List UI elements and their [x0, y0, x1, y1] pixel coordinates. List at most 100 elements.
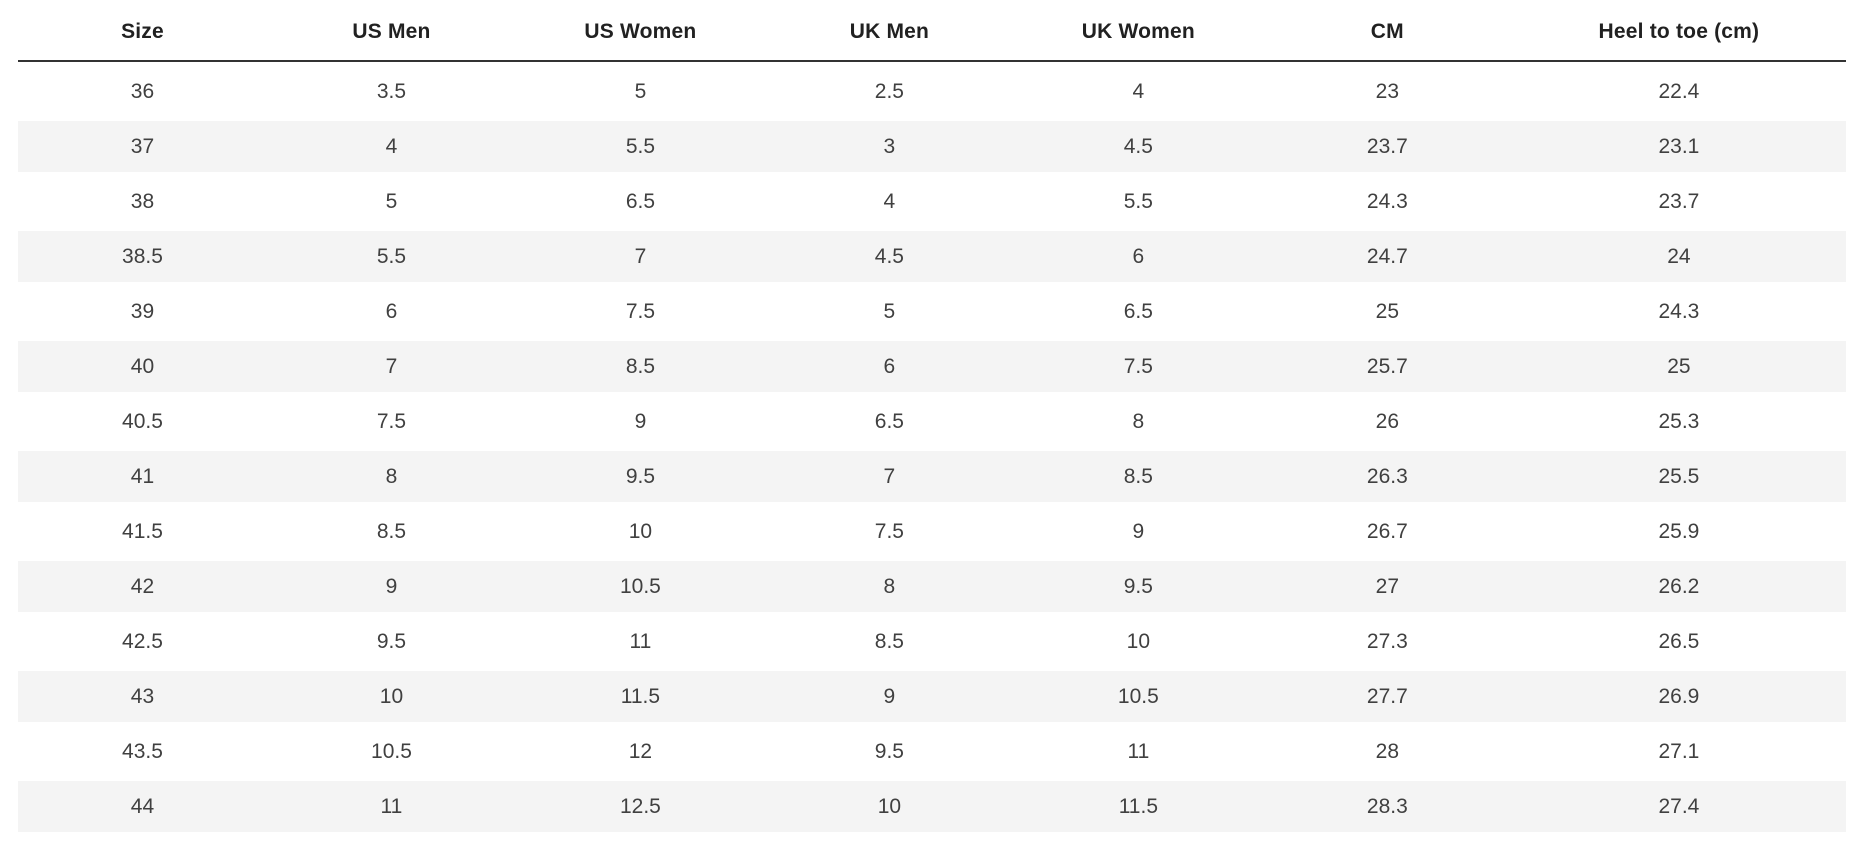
table-cell: 23.7 [1262, 121, 1512, 172]
table-row: 44 11 12.5 10 11.5 28.3 27.4 [18, 781, 1846, 832]
table-cell: 9.5 [515, 451, 765, 502]
table-cell: 7.5 [625, 299, 656, 323]
table-cell: 40.5 [122, 409, 163, 433]
table-row: 42 9 10.5 8 9.5 27 26.2 [18, 561, 1846, 612]
table-row: 39 6 7.5 5 6.5 25 24.3 [18, 286, 1846, 337]
size-conversion-table: Size US Men US Women UK Men UK Women CM … [18, 0, 1846, 836]
table-cell: 8 [764, 561, 1014, 612]
table-cell: 9.5 [376, 629, 407, 653]
column-header-uk-women: UK Women [1013, 4, 1263, 62]
column-header-uk-men: UK Men [764, 4, 1014, 62]
table-cell: 28 [1375, 739, 1399, 763]
table-cell: 41 [18, 451, 267, 502]
table-cell: 9.5 [874, 739, 904, 763]
table-cell: 3.5 [376, 79, 407, 103]
table-cell: 37 [18, 121, 267, 172]
table-cell: 25 [1511, 341, 1846, 392]
table-cell: 7 [764, 451, 1014, 502]
table-cell: 26.9 [1511, 671, 1846, 722]
table-cell: 5 [883, 299, 896, 323]
table-cell: 27.1 [1658, 739, 1700, 763]
table-cell: 2.5 [874, 79, 904, 103]
table-cell: 42 [18, 561, 267, 612]
table-cell: 5 [634, 79, 647, 103]
table-cell: 8.5 [1013, 451, 1263, 502]
table-cell: 6 [385, 299, 398, 323]
table-cell: 27.4 [1511, 781, 1846, 832]
table-cell: 26.2 [1511, 561, 1846, 612]
table-row: 37 4 5.5 3 4.5 23.7 23.1 [18, 121, 1846, 172]
table-row: 40.5 7.5 9 6.5 8 26 25.3 [18, 396, 1846, 447]
table-cell: 8 [1132, 409, 1145, 433]
table-row: 40 7 8.5 6 7.5 25.7 25 [18, 341, 1846, 392]
header-row: Size US Men US Women UK Men UK Women CM … [18, 4, 1846, 62]
table-cell: 9 [764, 671, 1014, 722]
table-cell: 41.5 [122, 519, 163, 543]
table-header: Size US Men US Women UK Men UK Women CM … [18, 4, 1846, 62]
table-row: 36 3.5 5 2.5 4 23 22.4 [18, 66, 1846, 117]
column-header-us-men: US Men [266, 4, 516, 62]
table-cell: 5.5 [515, 121, 765, 172]
table-cell: 44 [18, 781, 267, 832]
table-cell: 9 [266, 561, 516, 612]
column-header-heel-to-toe: Heel to toe (cm) [1511, 4, 1846, 62]
table-row: 42.5 9.5 11 8.5 10 27.3 26.5 [18, 616, 1846, 667]
table-cell: 26.5 [1658, 629, 1700, 653]
table-cell: 26.3 [1262, 451, 1512, 502]
table-cell: 27.3 [1366, 629, 1408, 653]
table-cell: 11 [629, 629, 652, 653]
table-cell: 27.7 [1262, 671, 1512, 722]
table-row: 43.5 10.5 12 9.5 11 28 27.1 [18, 726, 1846, 777]
table-cell: 22.4 [1658, 79, 1700, 103]
table-cell: 43 [18, 671, 267, 722]
table-cell: 8.5 [515, 341, 765, 392]
table-cell: 10.5 [371, 739, 412, 763]
table-cell: 8 [266, 451, 516, 502]
table-cell: 10 [1126, 629, 1151, 653]
column-header-us-women: US Women [515, 4, 765, 62]
table-cell: 24.3 [1658, 299, 1700, 323]
table-cell: 9.5 [1013, 561, 1263, 612]
table-cell: 4.5 [764, 231, 1014, 282]
table-cell: 9 [1132, 519, 1145, 543]
table-row: 43 10 11.5 9 10.5 27.7 26.9 [18, 671, 1846, 722]
table-cell: 25.9 [1658, 519, 1700, 543]
table-cell: 3 [764, 121, 1014, 172]
table-cell: 24.7 [1262, 231, 1512, 282]
table-cell: 4.5 [1013, 121, 1263, 172]
table-cell: 38 [130, 189, 155, 213]
table-cell: 4 [266, 121, 516, 172]
table-cell: 6.5 [874, 409, 904, 433]
table-cell: 23 [1375, 79, 1399, 103]
table-cell: 26.7 [1366, 519, 1408, 543]
table-cell: 4 [1132, 79, 1145, 103]
table-body: 36 3.5 5 2.5 4 23 22.4 37 4 5.5 3 4.5 23.7 23.1 38 5 6.5… [18, 66, 1846, 832]
table-row: 41.5 8.5 10 7.5 9 26.7 25.9 [18, 506, 1846, 557]
table-cell: 12.5 [515, 781, 765, 832]
table-cell: 6 [764, 341, 1014, 392]
table-cell: 10 [628, 519, 653, 543]
column-header-size: Size [18, 4, 267, 62]
table-cell: 5 [385, 189, 398, 213]
table-cell: 5.5 [266, 231, 516, 282]
table-cell: 27 [1262, 561, 1512, 612]
table-cell: 23.7 [1658, 189, 1700, 213]
table-cell: 8.5 [376, 519, 407, 543]
table-cell: 7.5 [874, 519, 904, 543]
table-cell: 8.5 [874, 629, 904, 653]
table-cell: 24 [1511, 231, 1846, 282]
column-header-cm: CM [1262, 4, 1512, 62]
table-cell: 43.5 [122, 739, 163, 763]
table-cell: 11.5 [1013, 781, 1263, 832]
table-cell: 6.5 [625, 189, 656, 213]
table-cell: 25 [1375, 299, 1399, 323]
table-cell: 5.5 [1123, 189, 1153, 213]
table-cell: 42.5 [122, 629, 163, 653]
table-cell: 36 [130, 79, 155, 103]
table-cell: 38.5 [18, 231, 267, 282]
table-cell: 10.5 [1013, 671, 1263, 722]
table-cell: 12 [628, 739, 653, 763]
table-cell: 10 [266, 671, 516, 722]
table-cell: 11.5 [515, 671, 765, 722]
table-cell: 25.7 [1262, 341, 1512, 392]
